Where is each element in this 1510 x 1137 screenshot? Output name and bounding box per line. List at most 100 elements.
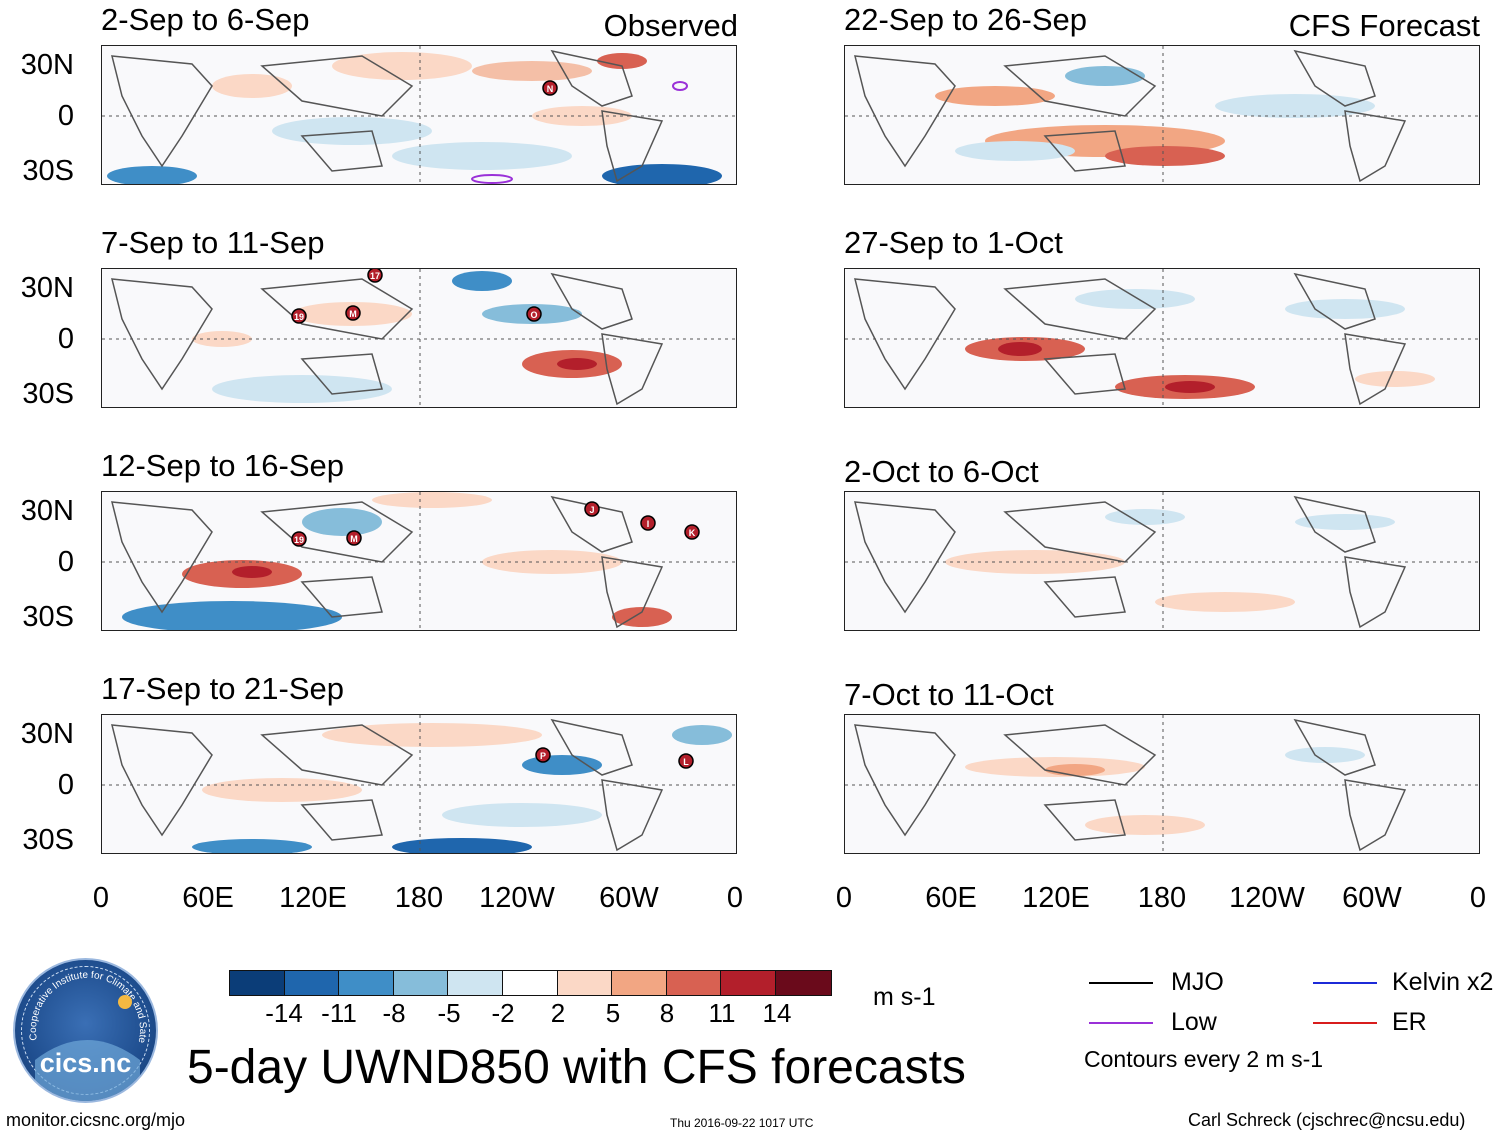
colorbar-swatch <box>339 971 394 995</box>
map-fc-1 <box>844 45 1480 185</box>
colorbar-swatch <box>775 971 831 995</box>
map-obs-2: O 17 19 M <box>101 268 737 408</box>
map-fc-3 <box>844 491 1480 631</box>
colorbar-label: -5 <box>437 998 461 1028</box>
storm-label: M <box>349 309 357 319</box>
lat-label-0: 0 <box>57 323 74 355</box>
lon-label: 120E <box>279 882 347 914</box>
lat-label-30s: 30S <box>22 155 74 187</box>
storm-label: J <box>589 505 594 515</box>
panel-title-obs-3: 12-Sep to 16-Sep <box>101 448 345 483</box>
lat-label-30n: 30N <box>20 718 74 750</box>
colorbar-label: -11 <box>321 998 357 1028</box>
colorbar-swatch <box>393 971 449 995</box>
lon-label: 180 <box>394 882 444 914</box>
footer-timestamp: Thu 2016-09-22 1017 UTC <box>670 1116 814 1130</box>
lat-label-30n: 30N <box>20 495 74 527</box>
colorbar-swatch <box>284 971 340 995</box>
lat-label-30s: 30S <box>22 824 74 856</box>
panel-title-obs-1: 2-Sep to 6-Sep <box>101 2 310 37</box>
panel-title-fc-1: 22-Sep to 26-Sep <box>844 2 1088 37</box>
colorbar-label: 8 <box>659 998 675 1028</box>
legend-low-line <box>1089 1022 1153 1024</box>
map-obs-3: 19 M J I K <box>101 491 737 631</box>
colorbar-swatch <box>448 971 503 995</box>
colorbar-swatch <box>502 971 558 995</box>
legend-kelvin-line <box>1313 982 1377 984</box>
storm-label: O <box>530 310 537 320</box>
lat-label-0: 0 <box>57 769 74 801</box>
storm-label: 19 <box>294 312 304 322</box>
legend-kelvin-label: Kelvin x2 <box>1392 968 1494 996</box>
colorbar-label: 2 <box>550 998 566 1028</box>
colorbar-swatch <box>230 971 285 995</box>
colorbar-swatch <box>666 971 722 995</box>
lon-label: 0 <box>726 882 744 914</box>
legend-er-label: ER <box>1392 1008 1427 1036</box>
lon-label: 120E <box>1022 882 1090 914</box>
lat-label-0: 0 <box>57 546 74 578</box>
map-graphic-fc-4 <box>845 715 1479 853</box>
observed-label: Observed <box>603 8 738 43</box>
colorbar-units: m s-1 <box>873 983 936 1011</box>
lat-label-30n: 30N <box>20 49 74 81</box>
colorbar-label: -2 <box>491 998 515 1028</box>
storm-label: P <box>540 751 546 761</box>
lat-label-0: 0 <box>57 100 74 132</box>
colorbar <box>229 970 832 996</box>
lon-label: 0 <box>835 882 853 914</box>
colorbar-label: -14 <box>265 998 303 1028</box>
map-graphic-obs-4: P L <box>102 715 736 853</box>
legend-mjo-label: MJO <box>1171 968 1224 996</box>
map-graphic-obs-1: N <box>102 46 736 184</box>
map-graphic-obs-3: 19 M J I K <box>102 492 736 630</box>
map-graphic-fc-2 <box>845 269 1479 407</box>
map-fc-2 <box>844 268 1480 408</box>
storm-label: M <box>350 534 358 544</box>
cics-logo: Cooperative Institute for Climate and Sa… <box>13 958 158 1103</box>
lon-label: 120W <box>1229 882 1305 914</box>
lon-label: 60E <box>925 882 977 914</box>
logo-text: cics.nc <box>39 1048 132 1078</box>
panel-title-fc-3: 2-Oct to 6-Oct <box>844 454 1039 489</box>
lon-label: 60W <box>599 882 659 914</box>
cfs-forecast-label: CFS Forecast <box>1288 8 1480 43</box>
map-obs-4: P L <box>101 714 737 854</box>
storm-label: L <box>683 757 689 767</box>
colorbar-label: -8 <box>382 998 406 1028</box>
lat-label-30s: 30S <box>22 378 74 410</box>
colorbar-swatch <box>612 971 667 995</box>
map-obs-1: N <box>101 45 737 185</box>
footer-author: Carl Schreck (cjschrec@ncsu.edu) <box>1188 1110 1466 1130</box>
lon-label: 120W <box>479 882 555 914</box>
lon-label: 60W <box>1342 882 1402 914</box>
map-graphic-obs-2: O 17 19 M <box>102 269 736 407</box>
storm-label: I <box>647 519 650 529</box>
map-fc-4 <box>844 714 1480 854</box>
logo-graphic: Cooperative Institute for Climate and Sa… <box>15 960 148 1101</box>
panel-title-obs-4: 17-Sep to 21-Sep <box>101 671 345 706</box>
lon-label: 0 <box>92 882 110 914</box>
lat-label-30n: 30N <box>20 272 74 304</box>
colorbar-label: 5 <box>605 998 621 1028</box>
legend-contours-note: Contours every 2 m s-1 <box>1084 1046 1324 1072</box>
panel-title-obs-2: 7-Sep to 11-Sep <box>101 225 325 260</box>
map-graphic-fc-3 <box>845 492 1479 630</box>
lat-label-30s: 30S <box>22 601 74 633</box>
storm-label: 19 <box>294 535 304 545</box>
legend-mjo-line <box>1089 982 1153 984</box>
lon-label: 0 <box>1469 882 1487 914</box>
colorbar-swatch <box>721 971 776 995</box>
footer-url[interactable]: monitor.cicsnc.org/mjo <box>6 1110 186 1130</box>
colorbar-swatch <box>557 971 613 995</box>
colorbar-label: 11 <box>708 998 736 1028</box>
storm-label: 17 <box>370 271 380 281</box>
main-title: 5-day UWND850 with CFS forecasts <box>187 1041 966 1094</box>
colorbar-label: 14 <box>762 998 792 1028</box>
legend-low-label: Low <box>1171 1008 1217 1036</box>
storm-label: N <box>547 84 554 94</box>
lon-label: 180 <box>1137 882 1187 914</box>
panel-title-fc-2: 27-Sep to 1-Oct <box>844 225 1063 260</box>
panel-title-fc-4: 7-Oct to 11-Oct <box>844 677 1054 712</box>
legend-er-line <box>1313 1022 1377 1024</box>
